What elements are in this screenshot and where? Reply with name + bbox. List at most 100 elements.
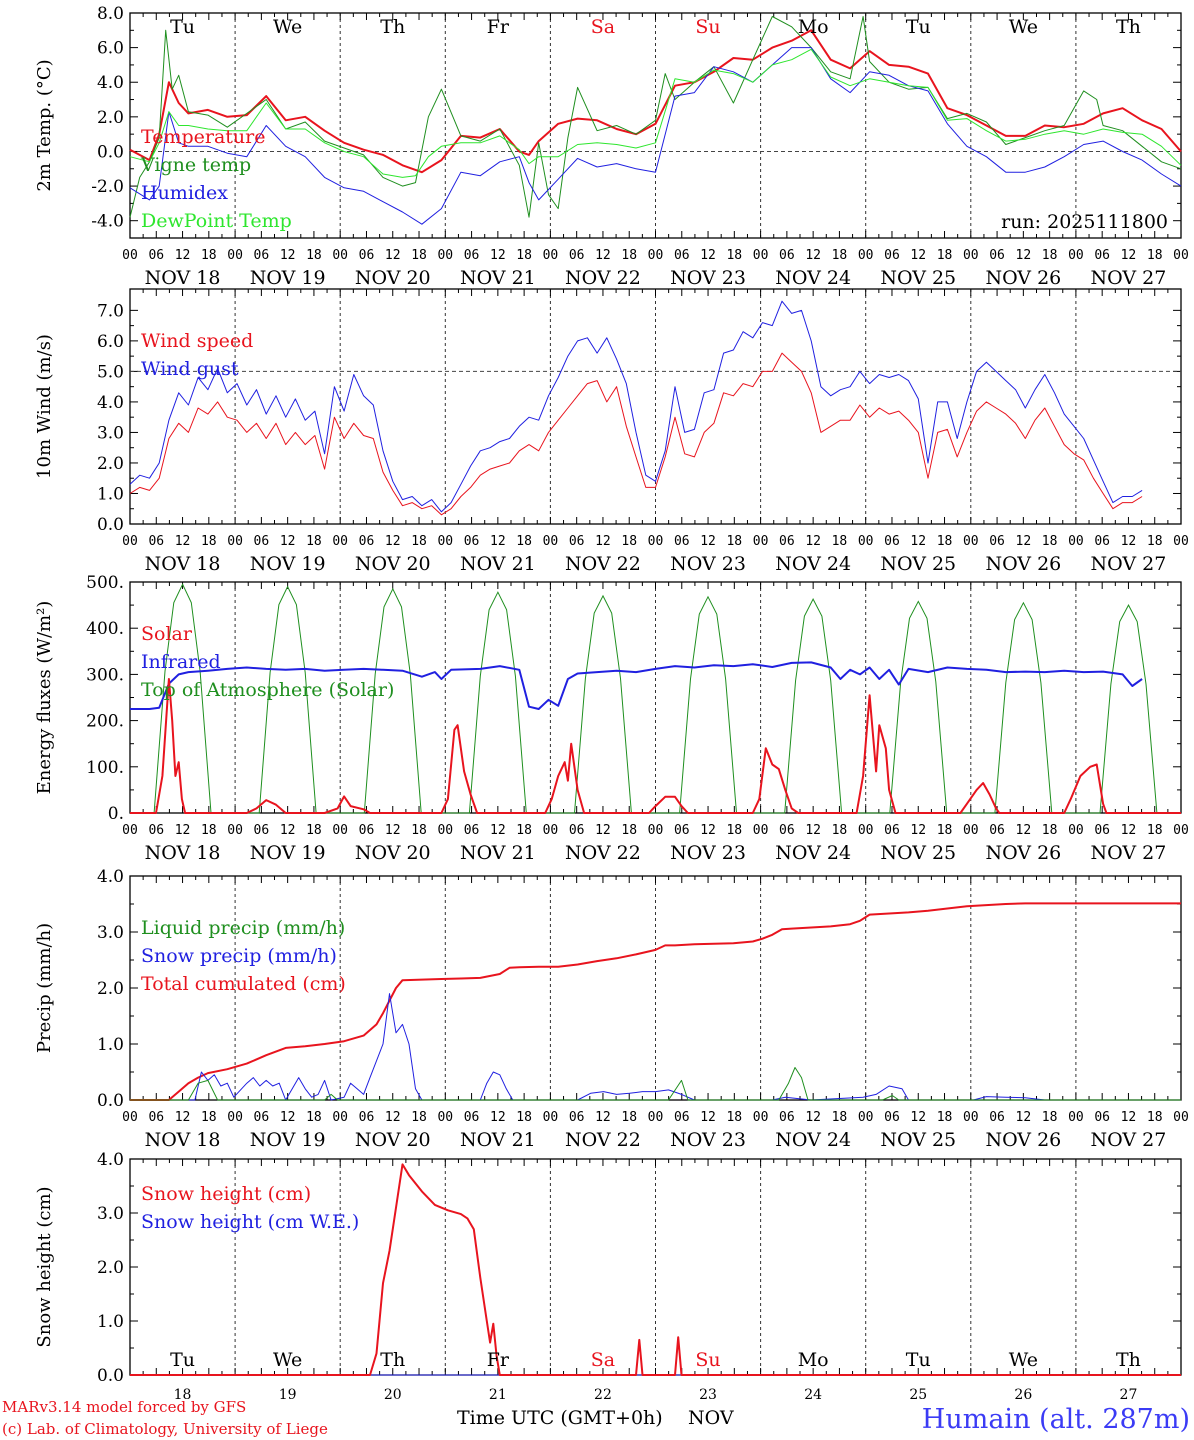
weekday-label: Su [695,16,720,38]
date-label: NOV 25 [880,1129,956,1151]
toa-solar-line [235,585,341,814]
hour-tick-label: 06 [779,1110,795,1125]
hour-tick-label: 18 [1147,534,1163,549]
hour-tick-label: 18 [516,1110,532,1125]
toa-solar-line [550,594,656,814]
hour-tick-label: 06 [359,823,375,838]
y-tick-label: 4.0 [97,1150,124,1170]
series-line-snow-height-cm [130,1163,1181,1376]
hour-tick-label: 18 [411,534,427,549]
hour-tick-label: 12 [490,248,506,263]
date-label: NOV 18 [145,267,221,289]
hour-tick-label: 06 [884,534,900,549]
hour-tick-label: 06 [674,534,690,549]
hour-tick-label: 12 [910,248,926,263]
hour-tick-label: 00 [543,534,559,549]
date-label: NOV 27 [1091,1129,1167,1151]
legend-entry: Humidex [141,182,228,204]
date-label: NOV 24 [775,1129,851,1151]
date-label: NOV 22 [565,267,641,289]
date-label: NOV 23 [670,553,746,575]
y-tick-label: 100. [86,758,124,778]
hour-tick-label: 06 [1094,823,1110,838]
hour-tick-label: 00 [648,534,664,549]
hour-tick-label: 06 [674,1110,690,1125]
hour-tick-label: 12 [910,534,926,549]
hour-tick-label: 06 [254,534,270,549]
hour-tick-label: 18 [306,823,322,838]
hour-tick-label: 12 [1121,534,1137,549]
hour-tick-label: 12 [175,248,191,263]
hour-tick-label: 12 [910,823,926,838]
series-line-solar [130,678,1181,814]
weekday-label: We [273,16,302,38]
series-line-temperature [129,29,1182,174]
hour-tick-label: 12 [280,248,296,263]
weekday-label: Th [380,1349,405,1371]
series-line-snow-precip-mm-h [130,993,1181,1101]
hour-tick-label: 00 [963,1110,979,1125]
hour-tick-label: 00 [332,248,348,263]
y-tick-label: 2.0 [97,979,124,999]
hour-tick-label: 12 [280,1110,296,1125]
series-line-wind-speed [129,352,1143,516]
hour-tick-label: 00 [858,248,874,263]
day-number-label: 26 [1014,1387,1032,1403]
hour-tick-label: 18 [516,823,532,838]
hour-tick-label: 00 [122,1110,138,1125]
day-number-label: 19 [279,1387,297,1403]
hour-tick-label: 12 [805,823,821,838]
hour-tick-label: 12 [595,534,611,549]
hour-tick-label: 12 [595,248,611,263]
date-label: NOV 27 [1091,267,1167,289]
hour-tick-label: 00 [1068,1110,1084,1125]
hour-tick-label: 06 [569,823,585,838]
date-label: NOV 20 [355,1129,431,1151]
y-tick-label: 6.0 [97,332,124,352]
hour-tick-label: 00 [227,823,243,838]
day-number-label: 20 [384,1387,402,1403]
y-tick-label: 3.0 [97,923,124,943]
date-label: NOV 25 [880,267,956,289]
hour-tick-label: 06 [464,248,480,263]
hour-tick-label: 06 [989,248,1005,263]
precip-panel: 0.0 1.0 2.0 3.0 4.0 Precip (mm/h) Liquid preci… [34,867,1189,1151]
hour-tick-label: 06 [254,248,270,263]
y-tick-label: 6.0 [97,39,124,59]
hour-tick-label: 18 [411,248,427,263]
hour-tick-label: 00 [753,534,769,549]
legend-entry: Liquid precip (mm/h) [141,917,345,939]
y-tick-label: -2.0 [91,177,124,197]
temperature-panel: -4.0 -2.0 0.0 2.0 4.0 6.0 8.0 2m Temp. (°C) Temp… [34,4,1189,289]
hour-tick-label: 18 [832,534,848,549]
hour-tick-label: 12 [175,534,191,549]
hour-tick-label: 18 [201,823,217,838]
legend-entry: Top of Atmosphere (Solar) [141,679,394,701]
hour-tick-label: 18 [516,248,532,263]
hour-tick-label: 00 [227,1110,243,1125]
weekday-label: Th [380,16,405,38]
series-line-total-cumulated-cm [130,902,1181,1101]
hour-tick-label: 12 [1121,248,1137,263]
hour-tick-label: 18 [832,1110,848,1125]
hour-tick-label: 18 [306,248,322,263]
weekday-label: Tu [170,16,195,38]
hour-tick-label: 00 [858,1110,874,1125]
date-label: NOV 26 [985,1129,1061,1151]
station-name: Humain (alt. 287m) [922,1404,1190,1435]
legend-entry: Wind gust [141,358,239,380]
date-label: NOV 18 [145,553,221,575]
y-axis-title: Snow height (cm) [34,1186,55,1347]
hour-tick-label: 18 [1147,248,1163,263]
hour-tick-label: 18 [621,823,637,838]
hour-tick-label: 12 [910,1110,926,1125]
hour-tick-label: 06 [148,534,164,549]
day-number-label: 24 [804,1387,822,1403]
hour-tick-label: 18 [621,1110,637,1125]
hour-tick-label: 18 [937,534,953,549]
hour-tick-label: 00 [437,248,453,263]
hour-tick-label: 12 [700,248,716,263]
hour-tick-label: 06 [464,1110,480,1125]
toa-solar-line [1075,604,1181,814]
hour-tick-label: 00 [963,248,979,263]
